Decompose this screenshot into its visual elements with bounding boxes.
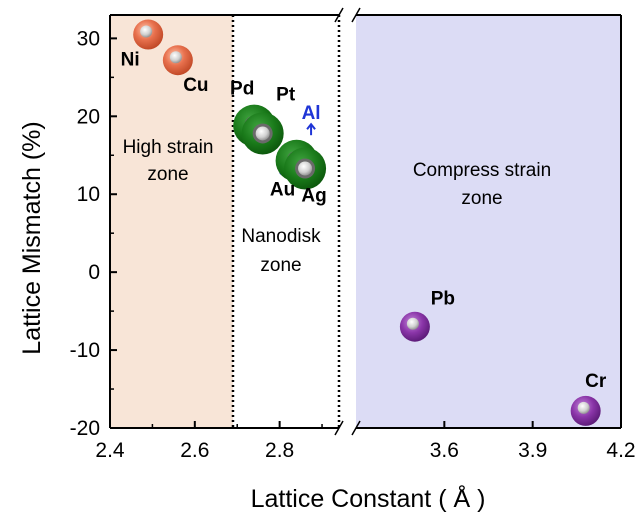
zones-layer: High strain zone Nanodisk zone Compress stra… [110,15,621,428]
zone-boundaries [231,15,341,428]
point-Cr [570,395,601,426]
zone-label-nanodisk-0: Nanodisk [241,226,321,247]
point-label-Ag: Ag [301,186,326,207]
axes: 2.4 2.6 2.8 3.6 3.9 4.2 30 20 10 0 -10 -20 [70,7,636,462]
y-tick-label-1: 20 [77,105,100,128]
y-tick-label-4: -10 [70,339,100,362]
point-Cu [162,45,193,76]
point-Pt [241,112,284,155]
data-points [133,19,601,426]
y-tick-label-0: 30 [77,27,100,50]
point-Pb [399,311,430,342]
y-tick-label-2: 10 [77,183,100,206]
zone-nanodisk [232,15,339,428]
zone-label-compress-strain-0: Compress strain [413,160,551,181]
annotation-Al: Al [302,103,321,124]
zone-compress-strain [356,15,621,428]
y-tick-label-3: 0 [88,261,100,284]
axis-break-mark-1a [334,420,344,436]
x-tick-label-0: 2.4 [95,439,125,462]
zone-high-strain [110,15,233,428]
point-labels: Ni Cu Pd Pt Au Ag Pb Cr [121,49,607,391]
annotation-arrowhead-0 [306,122,316,130]
axis-break-mark-1b [351,420,361,436]
point-label-Cu: Cu [183,75,208,96]
point-label-Pt: Pt [276,84,296,105]
x-tick-label-2: 2.8 [265,439,294,462]
point-label-Ni: Ni [121,49,140,70]
x-axis-title: Lattice Constant ( Å ) [251,483,486,513]
y-axis-title: Lattice Mismatch (%) [18,121,46,354]
point-Cr-highlight [577,401,590,414]
point-label-Pb: Pb [431,289,455,310]
x-tick-label-3: 3.6 [430,439,459,462]
axis-break-mark-0b [351,7,361,23]
point-label-Au: Au [270,180,295,201]
point-label-Pd: Pd [230,79,254,100]
zone-label-nanodisk-1: zone [260,255,301,276]
point-label-Cr: Cr [585,371,607,392]
zone-label-compress-strain-1: zone [461,188,502,209]
point-Ni-highlight [140,25,153,38]
x-tick-label-1: 2.6 [180,439,209,462]
point-Cu-highlight [169,51,182,64]
x-tick-label-5: 4.2 [606,439,635,462]
point-Ag-core [298,161,313,176]
x-tick-label-4: 3.9 [518,439,547,462]
axis-break-mark-0a [334,7,344,23]
point-Pb-highlight [406,317,419,330]
zone-label-high-strain-1: zone [147,164,188,185]
point-Ni [133,19,164,50]
point-Ag [284,147,327,190]
point-Pt-core [255,126,270,141]
zone-label-high-strain-0: High strain [123,137,214,158]
y-tick-label-5: -20 [70,417,100,440]
